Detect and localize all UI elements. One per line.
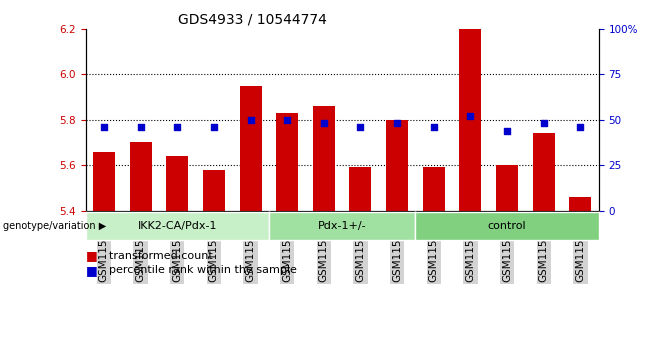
Bar: [166, 156, 188, 211]
Point: [209, 124, 219, 130]
Text: ■: ■: [86, 264, 97, 277]
Bar: [130, 143, 151, 211]
Text: ■: ■: [86, 249, 97, 262]
Bar: [569, 197, 592, 211]
Text: percentile rank within the sample: percentile rank within the sample: [109, 265, 297, 276]
Text: IKK2-CA/Pdx-1: IKK2-CA/Pdx-1: [138, 221, 217, 231]
Text: Pdx-1+/-: Pdx-1+/-: [318, 221, 367, 231]
Bar: [459, 29, 482, 211]
Bar: [203, 170, 225, 211]
Text: GDS4933 / 10544774: GDS4933 / 10544774: [178, 12, 327, 26]
Bar: [313, 106, 335, 211]
Point: [465, 113, 476, 119]
Point: [282, 117, 292, 123]
Text: transformed count: transformed count: [109, 251, 213, 261]
Point: [428, 124, 439, 130]
Bar: [276, 113, 298, 211]
Bar: [349, 167, 372, 211]
Point: [538, 121, 549, 126]
Point: [172, 124, 182, 130]
Point: [355, 124, 366, 130]
Point: [502, 128, 513, 134]
Bar: [496, 165, 518, 211]
Bar: [533, 134, 555, 211]
Bar: [240, 86, 261, 211]
Bar: [386, 120, 408, 211]
Bar: [423, 167, 445, 211]
Bar: [93, 152, 115, 211]
Point: [575, 124, 586, 130]
Text: control: control: [488, 221, 526, 231]
Text: genotype/variation ▶: genotype/variation ▶: [3, 221, 107, 231]
Point: [99, 124, 109, 130]
Point: [245, 117, 256, 123]
Point: [318, 121, 329, 126]
Point: [136, 124, 146, 130]
Point: [392, 121, 403, 126]
